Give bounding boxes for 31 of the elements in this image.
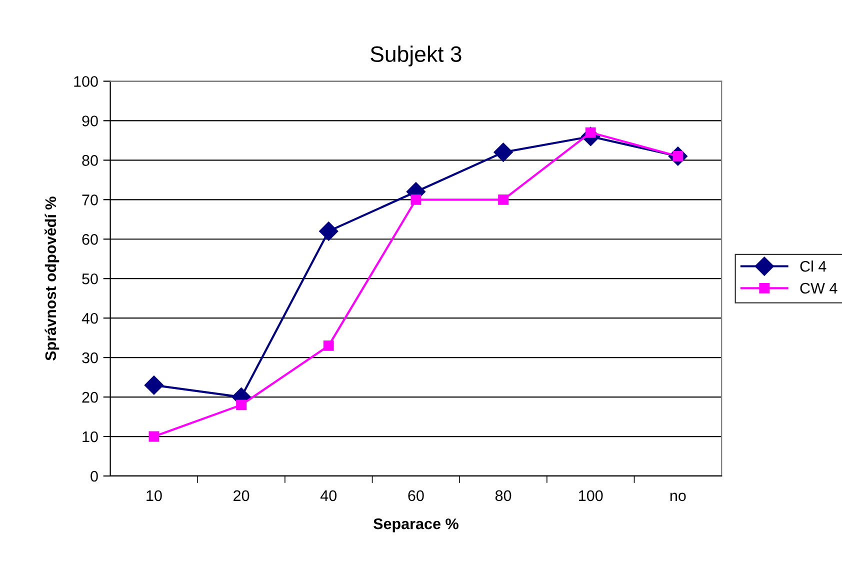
point bbox=[323, 340, 334, 351]
x-axis-title: Separace % bbox=[374, 518, 458, 532]
y-tick-label: 30 bbox=[82, 352, 98, 364]
legend-label: Cl 4 bbox=[800, 260, 826, 272]
x-tick-label: 10 bbox=[146, 490, 162, 502]
y-tick-label: 90 bbox=[82, 116, 98, 126]
y-tick-label: 80 bbox=[82, 155, 98, 166]
y-tick-label: 0 bbox=[90, 470, 98, 482]
point bbox=[144, 376, 164, 395]
x-tick-label: 80 bbox=[495, 490, 512, 502]
x-tick-label: 100 bbox=[579, 490, 603, 502]
y-tick-label: 100 bbox=[74, 76, 98, 87]
y-tick-label: 10 bbox=[82, 431, 98, 442]
legend-label: CW 4 bbox=[800, 282, 838, 294]
y-tick-label: 40 bbox=[82, 312, 98, 324]
point bbox=[319, 222, 338, 241]
y-tick-label: 60 bbox=[82, 234, 98, 245]
y-axis-title: Správnost odpovědí % bbox=[44, 196, 60, 360]
y-tick-label: 70 bbox=[82, 194, 98, 206]
point bbox=[498, 194, 508, 205]
y-tick-label: 20 bbox=[82, 392, 98, 403]
x-tick-label: 40 bbox=[320, 490, 337, 502]
y-tick-label: 50 bbox=[82, 273, 98, 284]
point bbox=[410, 194, 422, 205]
point bbox=[236, 400, 246, 410]
point bbox=[148, 431, 160, 442]
x-tick-label: 60 bbox=[408, 490, 424, 502]
x-tick-label: no bbox=[670, 492, 686, 502]
point bbox=[494, 142, 513, 162]
x-tick-label: 20 bbox=[234, 490, 250, 502]
chart-title: Subjekt 3 bbox=[370, 46, 462, 66]
